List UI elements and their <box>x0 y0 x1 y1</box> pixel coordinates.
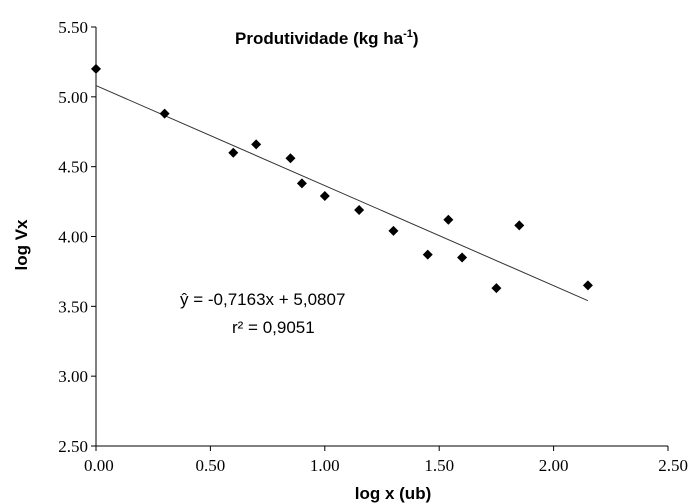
x-axis-title: log x (ub) <box>355 484 431 503</box>
x-tick-label: 1.50 <box>424 456 454 475</box>
title-superscript: -1 <box>403 28 413 40</box>
x-tick-label: 2.50 <box>658 456 688 475</box>
ticks: 2.50 3.00 3.50 4.00 4.50 5.00 5.50 0.00 0.50 1.00… <box>58 18 688 475</box>
y-tick-label: 2.50 <box>58 437 88 456</box>
data-point <box>354 204 365 215</box>
y-tick-label: 5.00 <box>58 88 88 107</box>
data-point <box>491 283 502 294</box>
y-tick-label: 3.00 <box>58 367 88 386</box>
y-axis-title: log Vx <box>12 219 31 271</box>
title-suffix: ) <box>413 29 419 48</box>
data-point <box>296 178 307 189</box>
x-tick-label: 2.00 <box>539 456 569 475</box>
data-point <box>443 214 454 225</box>
x-tick-label: 1.00 <box>310 456 340 475</box>
chart-title: Produtividade (kg ha-1) <box>235 28 419 48</box>
y-tick-label: 5.50 <box>58 18 88 37</box>
data-points <box>91 63 593 294</box>
axes <box>95 27 668 447</box>
data-point <box>457 252 468 263</box>
data-point <box>159 108 170 119</box>
data-point <box>514 220 525 231</box>
regression-equation: ŷ = -0,7163x + 5,0807 <box>180 290 345 309</box>
data-point <box>228 147 239 158</box>
y-tick-label: 4.50 <box>58 158 88 177</box>
data-point <box>251 139 262 150</box>
data-point <box>91 63 101 74</box>
y-tick-label: 3.50 <box>58 297 88 316</box>
data-point <box>582 280 593 291</box>
data-point <box>319 190 330 201</box>
y-tick-label: 4.00 <box>58 228 88 247</box>
data-point <box>285 153 296 164</box>
x-tick-label: 0.00 <box>84 456 114 475</box>
data-point <box>422 249 433 260</box>
x-tick-label: 0.50 <box>196 456 226 475</box>
trendline <box>95 85 589 302</box>
data-point <box>388 225 399 236</box>
r-squared-label: r² = 0,9051 <box>232 318 315 337</box>
